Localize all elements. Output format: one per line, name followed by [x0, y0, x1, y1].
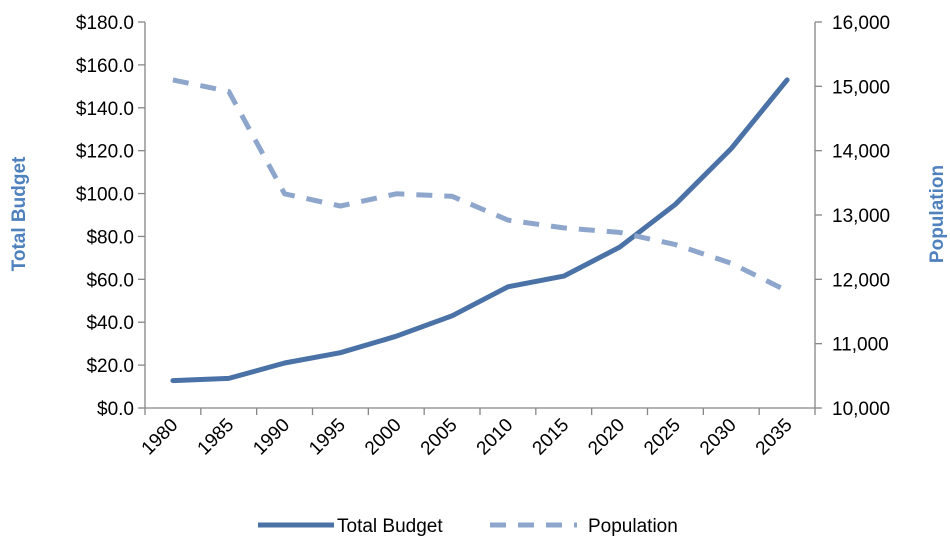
right-tick-label: 15,000 [832, 77, 890, 98]
right-tick-label: 11,000 [832, 335, 889, 356]
legend-label-population: Population [588, 516, 678, 537]
series-layer [170, 77, 790, 384]
axes [144, 22, 816, 409]
left-tick-label: $140.0 [76, 99, 134, 120]
left-axis-title: Total Budget [9, 156, 30, 271]
legend-label-total-budget: Total Budget [337, 516, 443, 537]
x-tick-label: 1995 [305, 415, 350, 460]
x-tick-label: 2030 [696, 415, 741, 460]
x-tick-label: 2010 [473, 415, 518, 460]
x-tick-label: 2000 [361, 415, 406, 460]
x-tick-label: 1985 [194, 415, 239, 460]
left-axis-ticks: $0.0 $20.0 $40.0 $60.0 $80.0 $100.0 $120.0 $140… [76, 13, 145, 420]
left-tick-label: $160.0 [76, 56, 134, 77]
x-tick-label: 2025 [640, 415, 685, 460]
x-tick-label: 2015 [529, 415, 574, 460]
left-tick-label: $80.0 [86, 227, 134, 248]
right-tick-label: 16,000 [832, 13, 890, 34]
x-tick-label: 1990 [249, 415, 294, 460]
right-tick-label: 12,000 [832, 270, 890, 291]
left-tick-label: $120.0 [76, 142, 134, 163]
left-tick-label: $20.0 [86, 356, 134, 377]
x-axis-ticks: 1980 1985 1990 1995 2000 2005 2010 2015 2020 2025… [138, 408, 816, 460]
right-axis-ticks: 10,000 11,000 12,000 13,000 14,000 15,000 16,0… [815, 13, 890, 420]
left-tick-label: $40.0 [86, 313, 134, 334]
left-tick-label: $60.0 [86, 270, 134, 291]
left-tick-label: $180.0 [76, 13, 134, 34]
right-tick-label: 13,000 [832, 206, 890, 227]
right-axis-title: Population [927, 165, 948, 263]
x-tick-label: 2020 [584, 415, 629, 460]
legend: Total Budget Population [258, 516, 678, 537]
left-tick-label: $100.0 [76, 185, 134, 206]
right-tick-label: 10,000 [832, 399, 890, 420]
x-tick-label: 2005 [417, 415, 462, 460]
right-tick-label: 14,000 [832, 142, 890, 163]
x-tick-label: 2035 [752, 415, 797, 460]
series-line-total-budget [170, 77, 790, 384]
series-line-population [172, 77, 789, 294]
x-tick-label: 1980 [138, 415, 183, 460]
left-tick-label: $0.0 [97, 399, 134, 420]
